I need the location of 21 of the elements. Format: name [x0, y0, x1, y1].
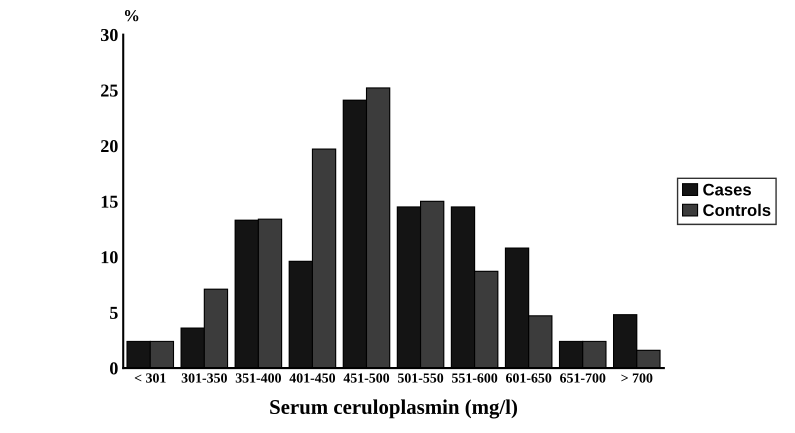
- x-tick-label: 351-400: [236, 373, 281, 383]
- x-tick-label: 651-700: [560, 373, 606, 383]
- y-tick-label: 5: [110, 306, 118, 319]
- y-axis-title: %: [124, 10, 138, 22]
- x-axis-title: Serum ceruloplasmin (mg/l): [270, 399, 518, 418]
- y-tick-label: 0: [110, 362, 118, 374]
- x-tick-label: < 301: [134, 373, 166, 383]
- legend-label: Cases: [703, 184, 751, 196]
- x-tick-label: 301-350: [182, 373, 227, 383]
- legend-label: Controls: [703, 204, 770, 216]
- x-tick-label: 401-450: [289, 373, 336, 383]
- x-tick-label: > 700: [621, 373, 652, 383]
- y-tick-label: 15: [102, 196, 118, 208]
- x-tick-label: 451-500: [344, 373, 390, 383]
- x-tick-label: 601-650: [506, 373, 552, 383]
- x-tick-label: 551-600: [452, 373, 498, 383]
- y-tick-label: 10: [102, 251, 118, 264]
- y-tick-label: 20: [101, 140, 118, 152]
- x-tick-label: 501-550: [398, 373, 444, 383]
- y-tick-label: 30: [100, 28, 118, 42]
- y-tick-label: 25: [101, 84, 118, 97]
